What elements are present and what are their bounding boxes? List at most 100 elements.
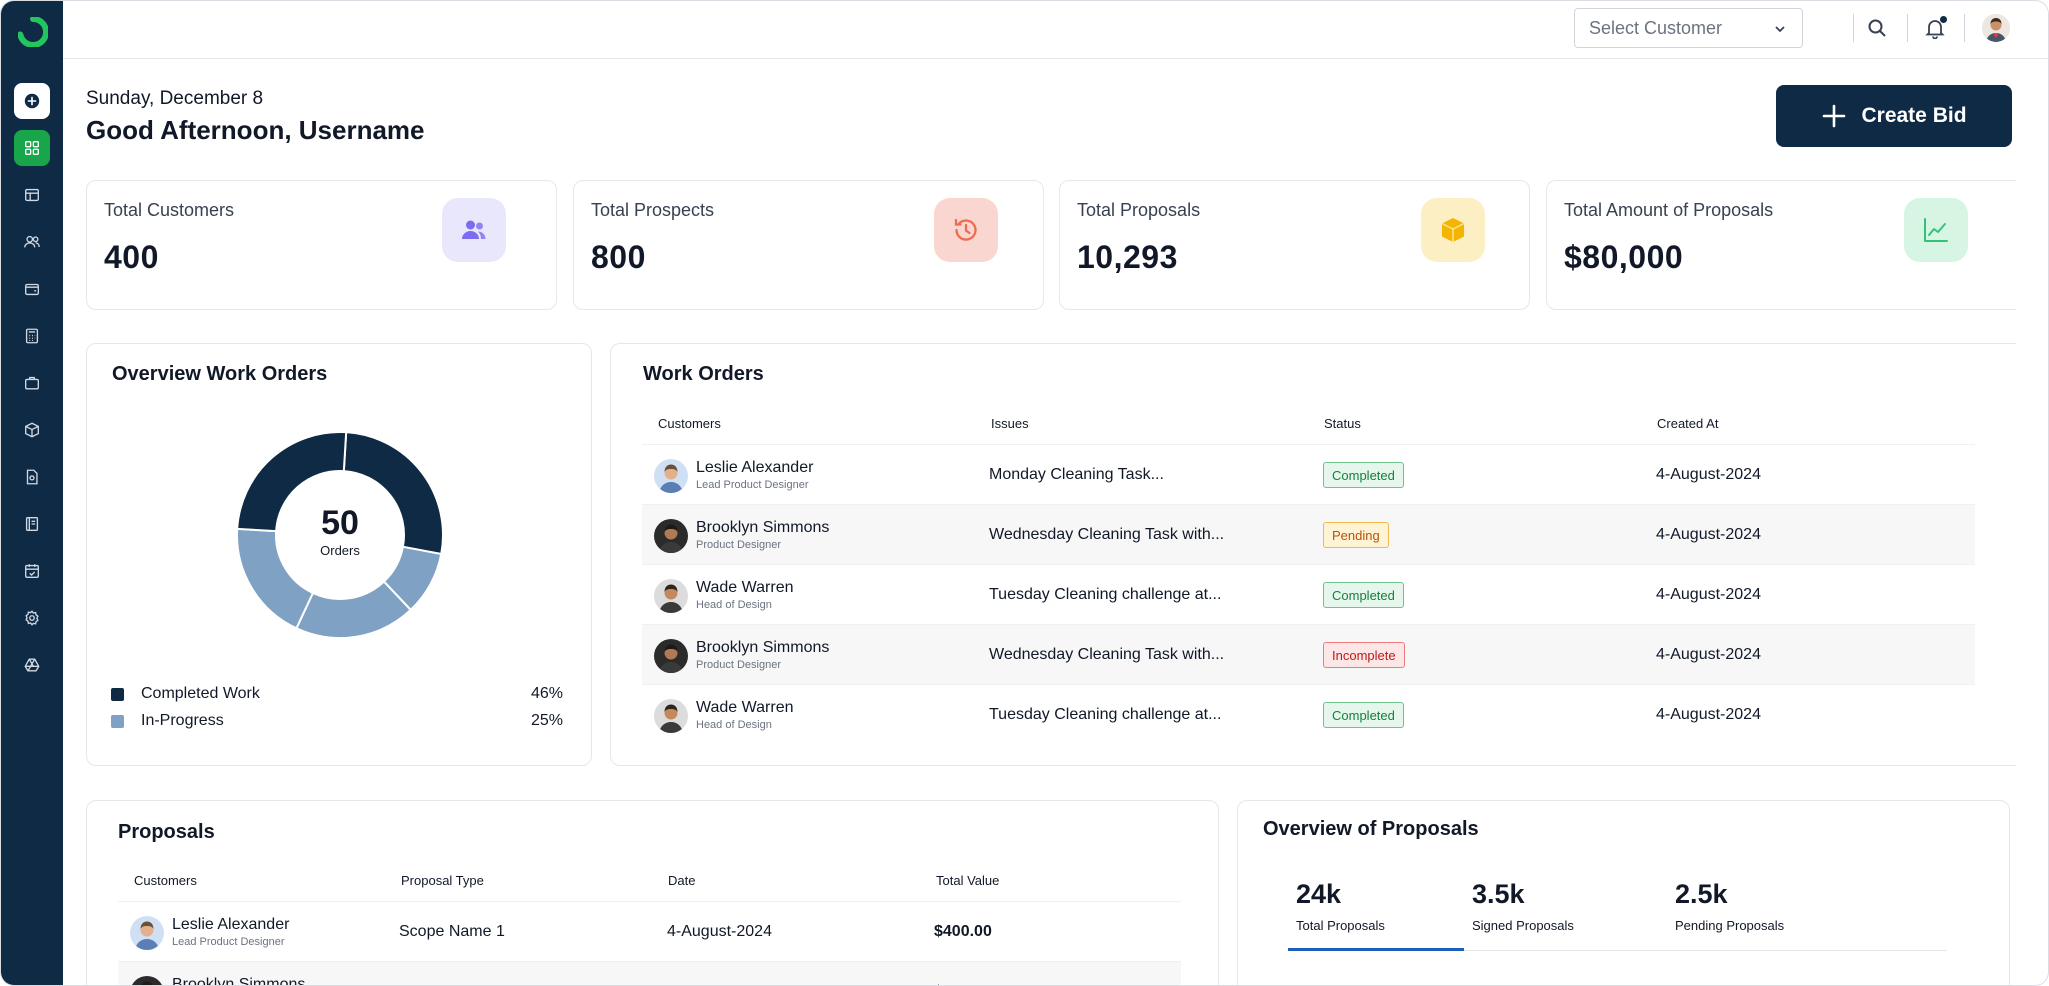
work-orders-donut-chart xyxy=(236,431,444,639)
sidebar xyxy=(1,1,63,985)
table-row[interactable]: Brooklyn Simmons Scope Name 2 4-August-202… xyxy=(118,961,1181,986)
proposal-value: $400.00 xyxy=(934,983,992,985)
create-bid-label: Create Bid xyxy=(1861,104,1967,127)
stat-icon-badge xyxy=(442,198,506,262)
customer-role: Lead Product Designer xyxy=(172,936,285,948)
overview-tab-track xyxy=(1288,950,1947,951)
overview-stat-value: 3.5k xyxy=(1472,879,1525,909)
current-date: Sunday, December 8 xyxy=(86,88,264,109)
overview-stat-pending[interactable]: 2.5k Pending Proposals xyxy=(1675,879,1784,933)
user-avatar[interactable] xyxy=(1982,14,2010,42)
calculator-icon xyxy=(25,328,39,344)
legend-percent: 46% xyxy=(530,685,563,702)
table-row[interactable]: Brooklyn Simmons Product Designer Wednesda… xyxy=(642,624,1975,684)
notifications-button[interactable] xyxy=(1922,15,1948,41)
avatar xyxy=(130,916,164,950)
gear-icon xyxy=(25,610,39,626)
proposal-type: Scope Name 2 xyxy=(399,983,505,985)
document-icon xyxy=(26,469,38,485)
calendar-check-icon xyxy=(25,564,39,578)
notification-dot xyxy=(1939,15,1948,24)
status-badge: Completed xyxy=(1323,462,1404,488)
panel-title: Overview Work Orders xyxy=(112,363,328,385)
stat-card-total-proposals: Total Proposals 10,293 xyxy=(1059,180,1530,310)
customer-role: Product Designer xyxy=(696,659,781,671)
avatar xyxy=(654,519,688,553)
stat-icon-badge xyxy=(1904,198,1968,262)
proposal-date: 4-August-2024 xyxy=(667,983,772,985)
sidebar-item-layout[interactable] xyxy=(14,177,50,213)
column-header: Issues xyxy=(991,416,1029,431)
trend-chart-icon xyxy=(1924,218,1948,242)
panel-title: Work Orders xyxy=(643,363,764,385)
brand-logo-icon[interactable] xyxy=(18,17,48,47)
sidebar-item-drive[interactable] xyxy=(14,647,50,683)
search-button[interactable] xyxy=(1864,15,1890,41)
sidebar-item-document[interactable] xyxy=(14,459,50,495)
users-icon xyxy=(24,235,40,248)
issue-text: Tuesday Cleaning challenge at... xyxy=(989,586,1222,603)
sidebar-item-wallet[interactable] xyxy=(14,271,50,307)
box-icon xyxy=(25,422,39,438)
created-at: 4-August-2024 xyxy=(1656,466,1761,483)
avatar xyxy=(654,579,688,613)
panel-title: Proposals xyxy=(118,821,215,843)
proposals-panel: Proposals Customers Proposal Type Date T… xyxy=(86,800,1219,986)
avatar xyxy=(654,699,688,733)
sidebar-item-dashboard[interactable] xyxy=(14,130,50,166)
legend-percent: 25% xyxy=(530,712,563,729)
topbar-divider xyxy=(1907,14,1908,42)
stat-label: Total Prospects xyxy=(591,200,715,220)
topbar-divider xyxy=(1964,14,1965,42)
select-customer-label: Select Customer xyxy=(1589,17,1723,38)
legend-item-completed: Completed Work 46% xyxy=(111,684,563,706)
overview-stat-signed[interactable]: 3.5k Signed Proposals xyxy=(1472,879,1574,933)
customer-role: Head of Design xyxy=(696,719,772,731)
overview-stat-value: 24k xyxy=(1296,879,1342,909)
sidebar-item-briefcase[interactable] xyxy=(14,365,50,401)
legend-item-in-progress: In-Progress 25% xyxy=(111,711,563,733)
sidebar-item-calculator[interactable] xyxy=(14,318,50,354)
top-bar: Select Customer xyxy=(63,1,2048,59)
sidebar-item-calendar[interactable] xyxy=(14,553,50,589)
user-avatar-icon xyxy=(1982,14,2010,42)
customer-name: Wade Warren xyxy=(696,579,794,596)
proposal-type: Scope Name 1 xyxy=(399,923,505,940)
overview-stat-label: Signed Proposals xyxy=(1472,918,1574,933)
proposal-date: 4-August-2024 xyxy=(667,923,772,940)
sidebar-item-add[interactable] xyxy=(14,83,50,119)
sidebar-item-settings[interactable] xyxy=(14,600,50,636)
customer-name: Brooklyn Simmons xyxy=(696,639,830,656)
plus-circle-icon xyxy=(24,93,40,109)
create-bid-button[interactable]: Create Bid xyxy=(1776,85,2012,147)
select-customer-dropdown[interactable]: Select Customer xyxy=(1574,8,1803,48)
sidebar-item-box[interactable] xyxy=(14,412,50,448)
sidebar-item-notebook[interactable] xyxy=(14,506,50,542)
table-row[interactable]: Wade Warren Head of Design Tuesday Cleanin… xyxy=(642,564,1975,624)
stat-value: $80,000 xyxy=(1564,239,1684,275)
layout-icon xyxy=(25,188,39,202)
status-badge: Incomplete xyxy=(1323,642,1405,668)
customer-name: Brooklyn Simmons xyxy=(696,519,830,536)
customer-name: Leslie Alexander xyxy=(172,916,290,933)
overview-stat-total[interactable]: 24k Total Proposals xyxy=(1296,879,1385,933)
grid-icon xyxy=(25,141,39,155)
created-at: 4-August-2024 xyxy=(1656,646,1761,663)
table-row[interactable]: Brooklyn Simmons Product Designer Wednesda… xyxy=(642,504,1975,564)
stat-card-total-customers: Total Customers 400 xyxy=(86,180,557,310)
notebook-icon xyxy=(25,517,39,531)
donut-center-value: 50 xyxy=(321,504,359,542)
table-row[interactable]: Leslie Alexander Lead Product Designer Sco… xyxy=(118,901,1181,961)
overview-tab-active-indicator xyxy=(1288,948,1464,951)
sidebar-item-users[interactable] xyxy=(14,224,50,260)
stat-value: 800 xyxy=(591,239,646,275)
status-badge: Pending xyxy=(1323,522,1389,548)
created-at: 4-August-2024 xyxy=(1656,526,1761,543)
issue-text: Monday Cleaning Task... xyxy=(989,466,1164,483)
stat-label: Total Proposals xyxy=(1077,200,1201,220)
customer-role: Lead Product Designer xyxy=(696,479,809,491)
table-row[interactable]: Wade Warren Head of Design Tuesday Cleanin… xyxy=(642,684,1975,744)
legend-swatch xyxy=(111,715,124,728)
customer-name: Brooklyn Simmons xyxy=(172,976,306,986)
table-row[interactable]: Leslie Alexander Lead Product Designer Mon… xyxy=(642,444,1975,504)
